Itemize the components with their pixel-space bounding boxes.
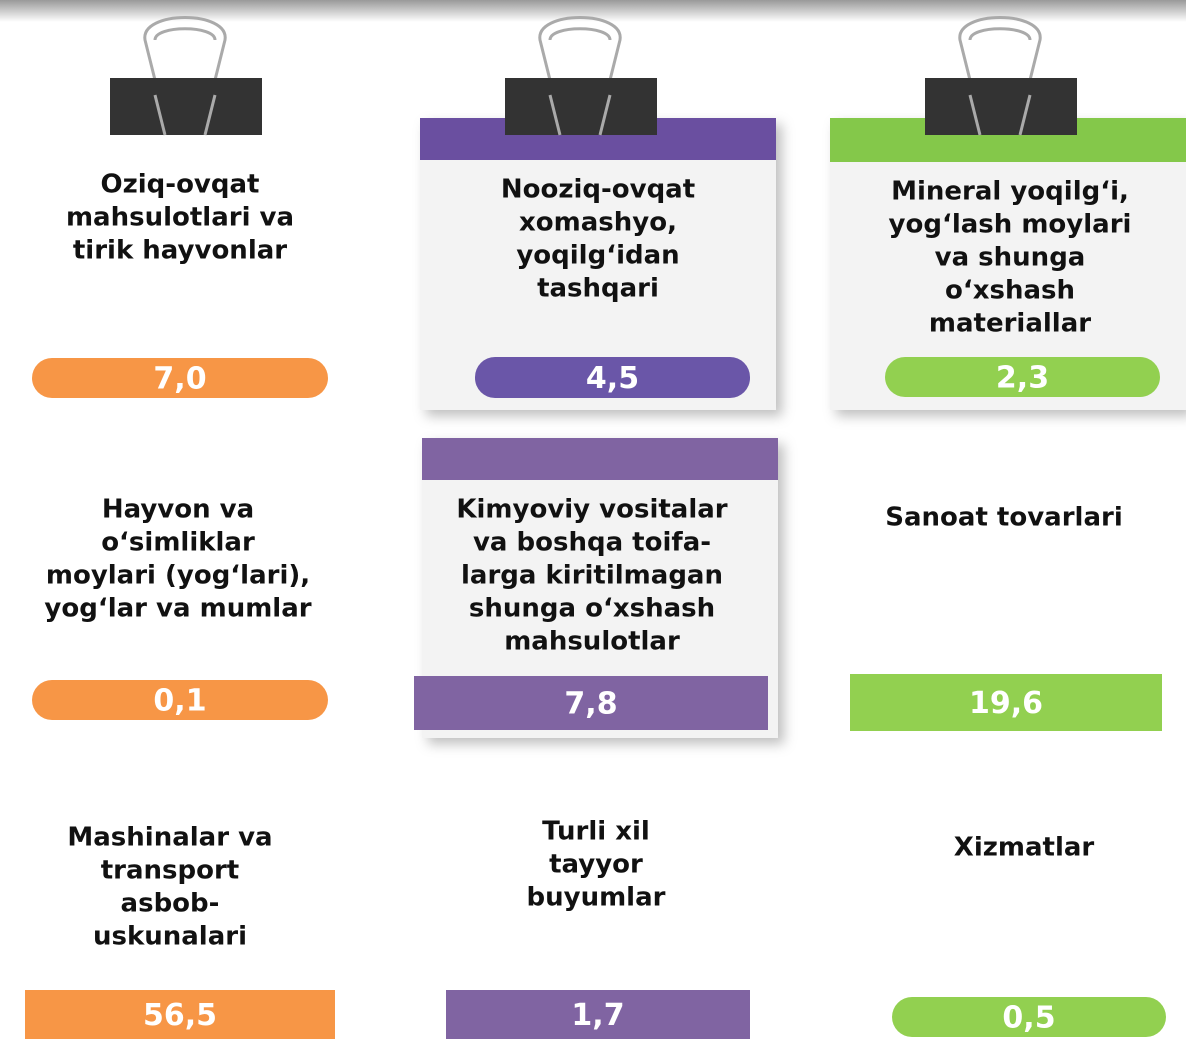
item-value: 19,6	[969, 686, 1043, 721]
value-badge	[446, 990, 750, 1039]
value-badge	[850, 674, 1162, 731]
item-label: Oziq-ovqat	[101, 170, 260, 200]
top-band	[0, 0, 1186, 22]
item-value: 7,8	[564, 687, 617, 722]
item-label: Kimyoviy vositalar	[456, 495, 727, 525]
item-label: materiallar	[929, 309, 1091, 339]
item-label: Turli xil	[542, 817, 650, 847]
value-badge	[892, 997, 1166, 1037]
item-label: yog‘lar va mumlar	[44, 594, 311, 624]
item-label: larga kiritilmagan	[461, 561, 723, 591]
item-label: mahsulotlari va	[66, 203, 294, 233]
item-label: Nooziq-ovqat	[501, 175, 695, 205]
item-value: 1,7	[571, 998, 624, 1033]
item-label: transport	[101, 856, 240, 886]
value-badge	[25, 990, 335, 1039]
item-label: yog‘lash moylari	[889, 210, 1132, 240]
item-label: Mineral yoqilg‘i,	[891, 177, 1129, 207]
item-label: Hayvon va	[102, 495, 254, 525]
item-value: 0,1	[153, 684, 206, 719]
item-label: Xizmatlar	[954, 833, 1095, 863]
value-badge	[885, 357, 1160, 397]
item-label: o‘xshash	[945, 276, 1075, 306]
item-label: tashqari	[537, 274, 659, 304]
binder-clips	[110, 16, 1077, 136]
item-label: Sanoat tovarlari	[885, 503, 1122, 533]
value-badge	[32, 680, 328, 720]
item-value: 7,0	[153, 362, 206, 397]
item-label: shunga o‘xshash	[469, 594, 715, 624]
value-badge	[414, 676, 768, 730]
item-value: 56,5	[143, 998, 217, 1033]
item-label: mahsulotlar	[504, 627, 680, 657]
item-label: Mashinalar va	[67, 823, 272, 853]
item-value: 2,3	[996, 361, 1049, 396]
item-label: asbob-	[121, 889, 220, 919]
item-label: o‘simliklar	[101, 528, 255, 558]
value-badge	[32, 358, 328, 398]
item-label: xomashyo,	[519, 208, 677, 238]
item-label: va shunga	[935, 243, 1086, 273]
item-value: 4,5	[586, 361, 639, 396]
item-label: tayyor	[549, 850, 643, 880]
item-label: tirik hayvonlar	[73, 236, 287, 266]
item-label: buyumlar	[527, 883, 666, 913]
value-badge	[475, 357, 750, 398]
item-label: uskunalari	[93, 922, 247, 952]
item-label: va boshqa toifa-	[473, 528, 711, 558]
item-label: moylari (yog‘lari),	[46, 561, 310, 591]
item-label: yoqilg‘idan	[516, 241, 679, 271]
item-value: 0,5	[1002, 1001, 1055, 1036]
